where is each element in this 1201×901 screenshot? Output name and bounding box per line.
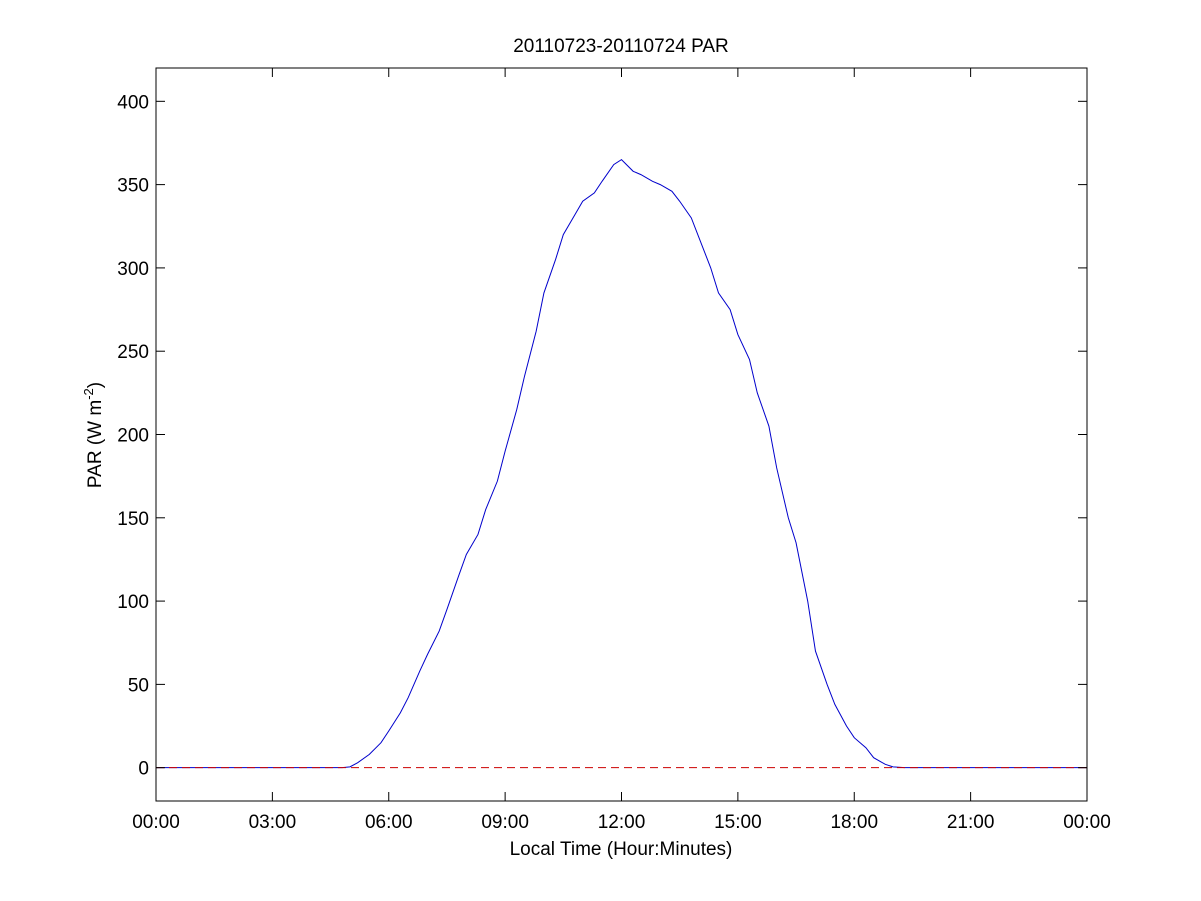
x-tick-label: 00:00 bbox=[1063, 812, 1111, 833]
x-axis-ticks: 00:00 03:00 06:00 09:00 12:00 15:00 18:00 21:00… bbox=[132, 68, 1111, 833]
x-tick-label: 09:00 bbox=[481, 812, 529, 833]
chart-title: 20110723-20110724 PAR bbox=[513, 36, 729, 57]
y-tick-label: 200 bbox=[117, 426, 149, 447]
x-tick-label: 06:00 bbox=[365, 812, 413, 833]
y-tick-label: 400 bbox=[117, 92, 149, 113]
y-tick-label: 250 bbox=[117, 342, 149, 363]
series-layer bbox=[156, 158, 1087, 769]
y-tick-label: 50 bbox=[128, 675, 149, 696]
x-tick-label: 21:00 bbox=[947, 812, 995, 833]
y-tick-label: 100 bbox=[117, 592, 149, 613]
x-tick-label: 12:00 bbox=[598, 812, 646, 833]
y-tick-label: 150 bbox=[117, 509, 149, 530]
par-series-line bbox=[156, 158, 1087, 769]
plot-area bbox=[156, 68, 1087, 801]
x-axis-label: Local Time (Hour:Minutes) bbox=[510, 839, 733, 860]
y-axis-label-close: ) bbox=[85, 382, 106, 388]
y-axis-label-main: PAR (W m bbox=[85, 400, 106, 488]
x-tick-label: 18:00 bbox=[830, 812, 878, 833]
x-tick-label: 03:00 bbox=[249, 812, 297, 833]
x-tick-label: 15:00 bbox=[714, 812, 762, 833]
y-axis-ticks: 0 50 100 150 200 250 300 350 400 bbox=[117, 92, 1087, 780]
y-axis-label: PAR (W m-2) bbox=[81, 382, 106, 488]
y-tick-label: 300 bbox=[117, 259, 149, 280]
y-axis-label-exponent: -2 bbox=[81, 388, 96, 400]
y-tick-label: 350 bbox=[117, 176, 149, 197]
x-tick-label: 00:00 bbox=[132, 812, 180, 833]
y-tick-label: 0 bbox=[138, 759, 149, 780]
